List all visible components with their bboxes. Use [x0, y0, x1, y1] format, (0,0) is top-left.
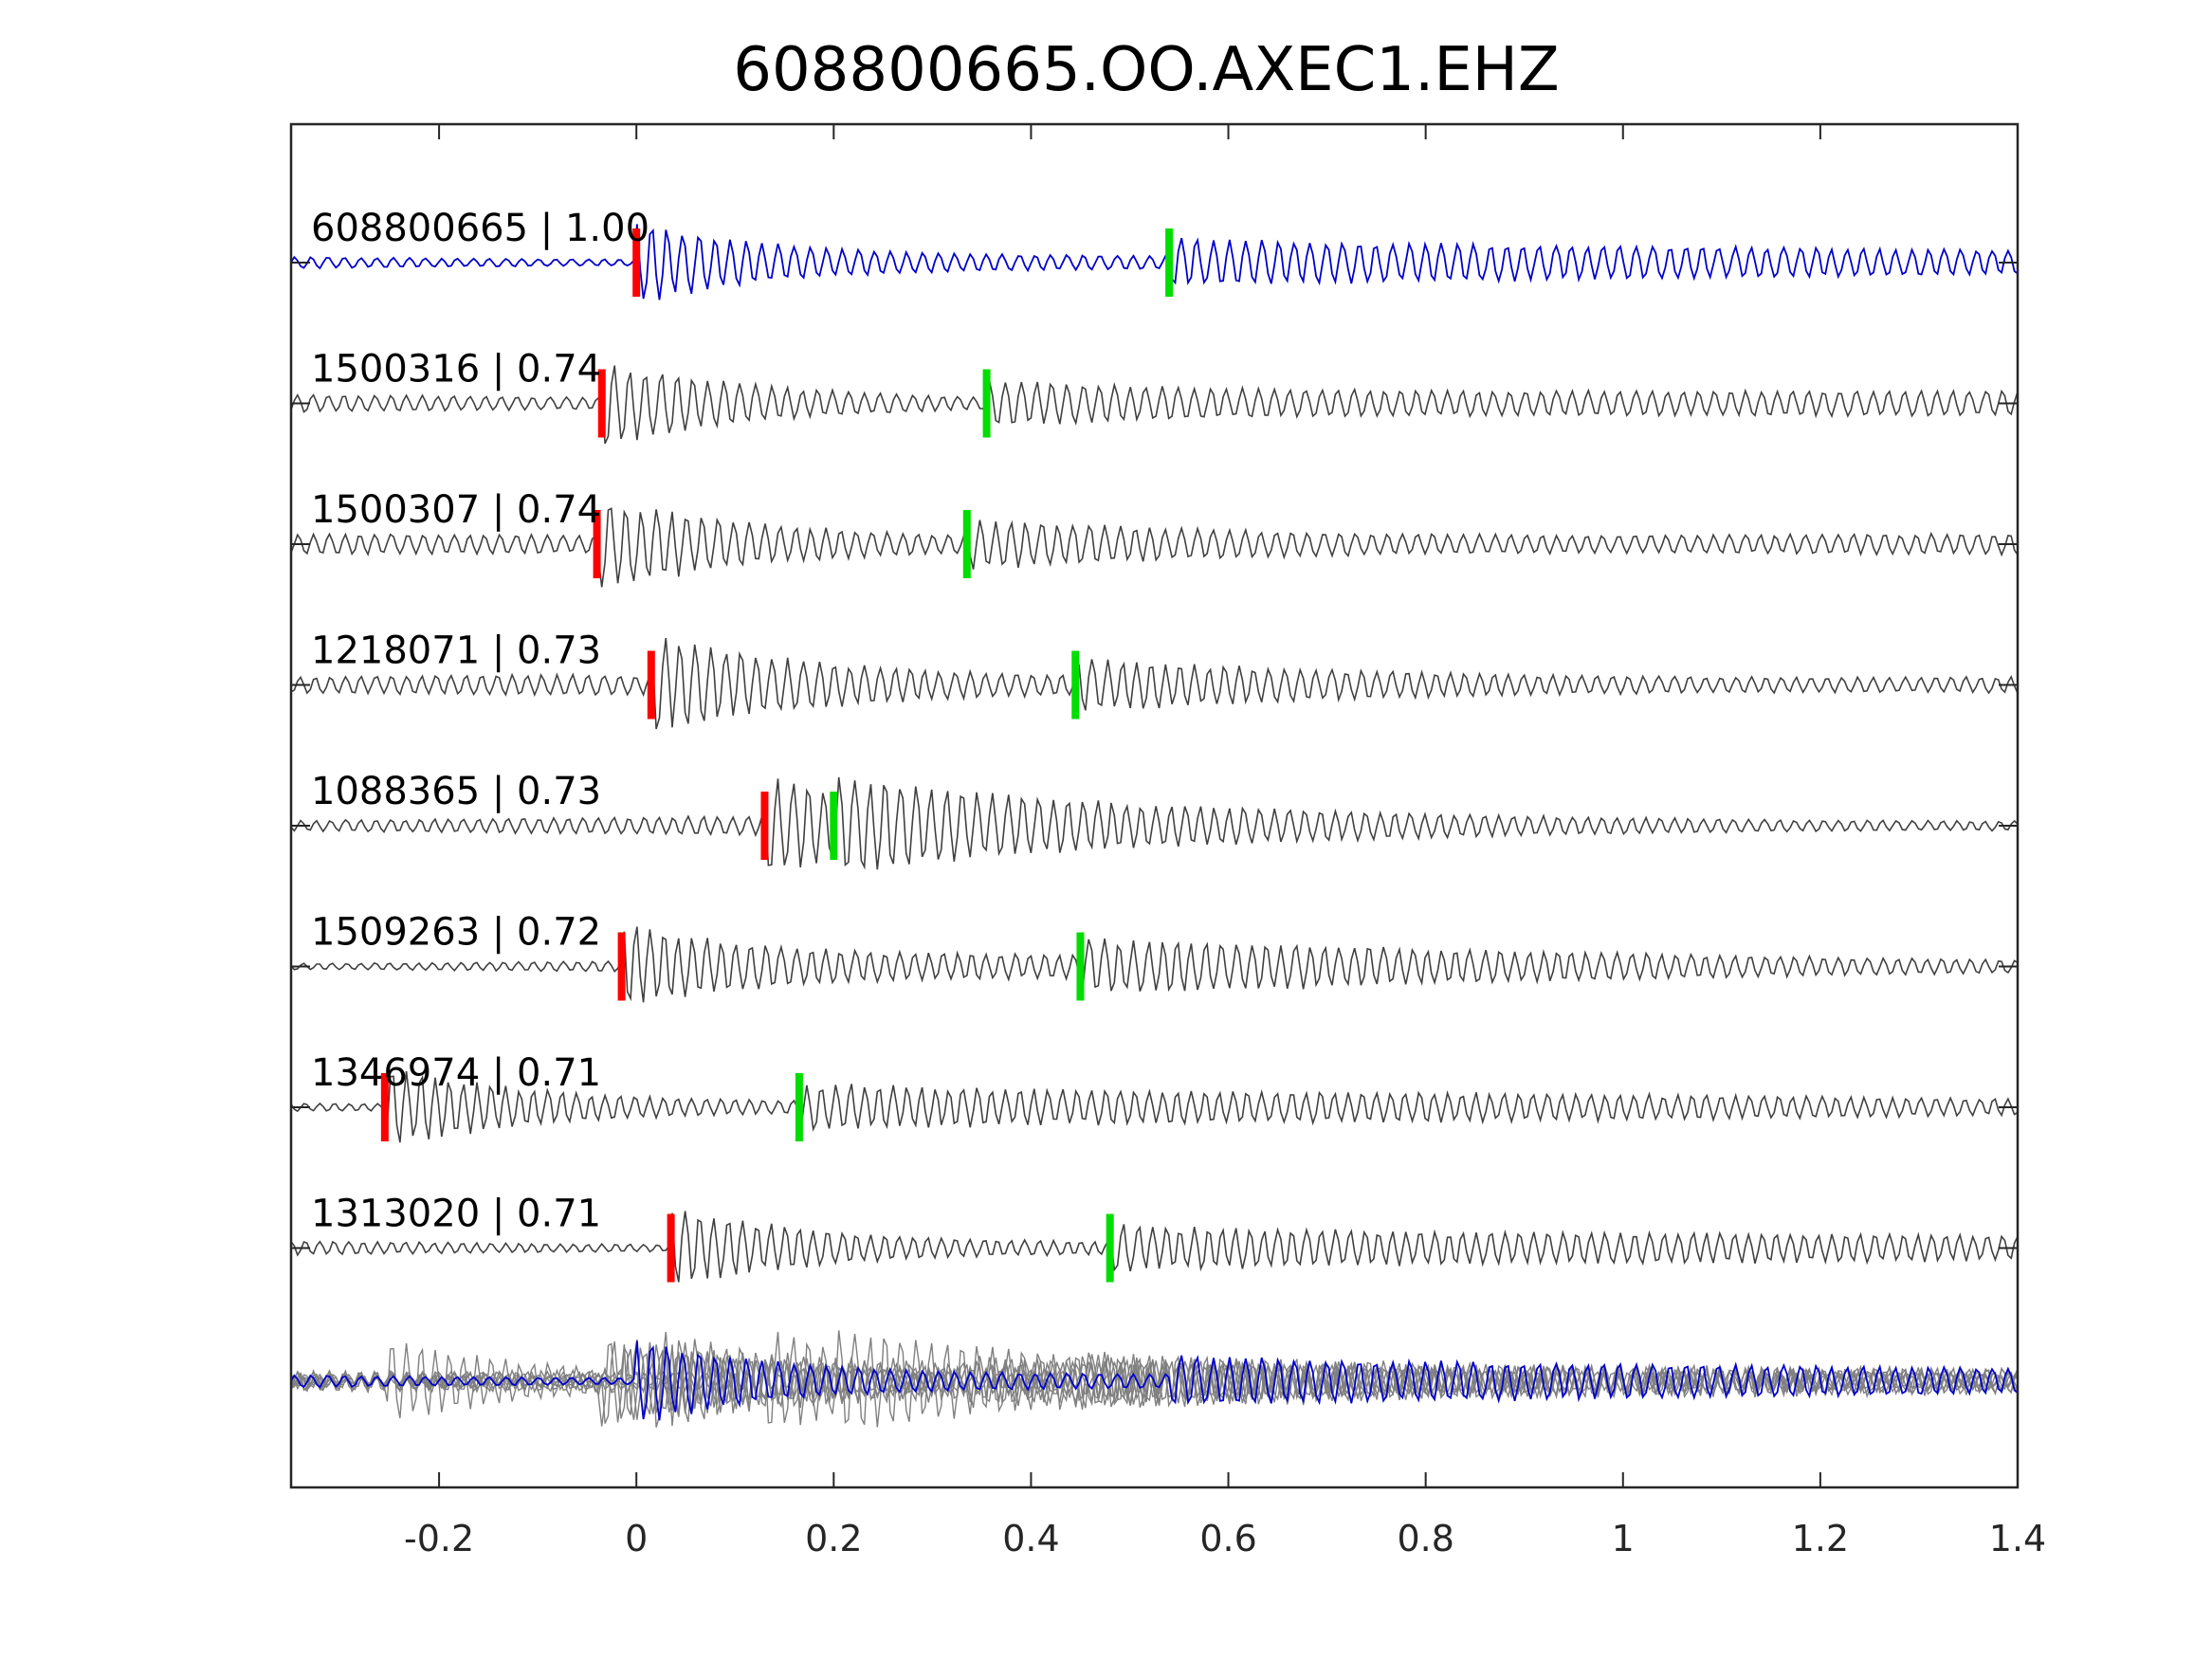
- p-pick-marker-1500307: [593, 510, 601, 578]
- trace-label-1088365: 1088365 | 0.73: [311, 770, 601, 813]
- waveform-trace-1218071: [290, 637, 2019, 730]
- s-pick-marker-1313020: [1106, 1213, 1114, 1283]
- x-axis-ticks: -0.2 0 0.2 0.4 0.6 0.8 1 1.2 1.4: [404, 124, 2046, 1559]
- x-tick-label: 0.2: [805, 1518, 862, 1559]
- axes-box: [289, 122, 2020, 1489]
- s-pick-marker-1346974: [795, 1073, 803, 1141]
- chart-title: 608800665.OO.AXEC1.EHZ: [733, 35, 1560, 105]
- waveform-trace-1313020: [290, 1211, 2019, 1283]
- x-tick-label: 0: [625, 1518, 648, 1559]
- s-pick-marker-608800665: [1165, 228, 1174, 297]
- trace-label-1509263: 1509263 | 0.72: [311, 911, 601, 955]
- p-pick-marker-1500316: [597, 369, 606, 438]
- trace-label-608800665: 608800665 | 1.00: [311, 207, 649, 250]
- p-pick-marker-608800665: [632, 228, 641, 297]
- waveform-trace-608800665: [290, 224, 2019, 301]
- picks-group: [380, 228, 1174, 1283]
- x-tick-label: -0.2: [404, 1518, 474, 1559]
- waveform-trace-1509263: [290, 926, 2019, 1003]
- s-pick-marker-1088365: [830, 792, 838, 860]
- s-pick-marker-1500307: [962, 510, 971, 578]
- x-tick-label: 1: [1612, 1518, 1635, 1559]
- stack-trace-reference: [290, 1340, 2019, 1421]
- x-tick-label: 1.4: [1989, 1518, 2046, 1559]
- stack-overlay-group: [290, 1330, 2019, 1428]
- trace-label-1313020: 1313020 | 0.71: [311, 1193, 601, 1236]
- x-tick-label: 0.4: [1002, 1518, 1059, 1559]
- trace-label-1346974: 1346974 | 0.71: [311, 1051, 601, 1095]
- s-pick-marker-1218071: [1071, 650, 1080, 720]
- p-pick-marker-1218071: [647, 650, 655, 720]
- waveform-trace-1500307: [290, 507, 2019, 588]
- waveform-trace-1088365: [290, 776, 2019, 870]
- waveform-trace-1346974: [290, 1070, 2019, 1143]
- trace-label-1500316: 1500316 | 0.74: [311, 348, 601, 392]
- p-pick-marker-1088365: [760, 792, 769, 860]
- trace-label-1500307: 1500307 | 0.74: [311, 488, 601, 532]
- s-pick-marker-1509263: [1076, 932, 1085, 1001]
- waveform-trace-1500316: [290, 365, 2019, 445]
- p-pick-marker-1509263: [617, 932, 626, 1001]
- labels-group: 608800665 | 1.00 1500316 | 0.74 1500307 | …: [311, 207, 649, 1236]
- p-pick-marker-1346974: [380, 1073, 389, 1141]
- p-pick-marker-1313020: [667, 1213, 675, 1283]
- x-tick-label: 0.8: [1397, 1518, 1453, 1559]
- x-tick-label: 0.6: [1199, 1518, 1256, 1559]
- traces-group: [290, 224, 2019, 1283]
- s-pick-marker-1500316: [982, 369, 991, 438]
- x-tick-label: 1.2: [1792, 1518, 1849, 1559]
- trace-label-1218071: 1218071 | 0.73: [311, 629, 601, 673]
